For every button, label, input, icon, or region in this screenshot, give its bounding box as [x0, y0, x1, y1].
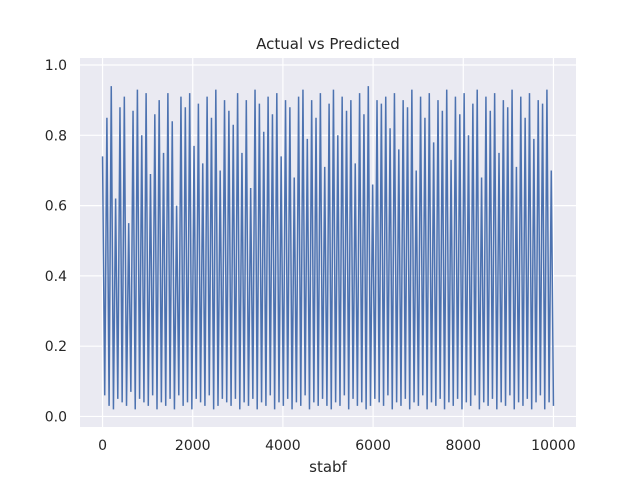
x-tick-label: 6000 — [355, 438, 391, 454]
y-tick-label: 0.8 — [45, 128, 67, 144]
x-axis-label: stabf — [309, 458, 347, 476]
x-axis-ticks: 0 2000 4000 6000 8000 10000 — [98, 438, 576, 454]
y-tick-label: 1.0 — [45, 58, 67, 74]
y-tick-label: 0.6 — [45, 199, 67, 215]
y-axis-ticks: 0.0 0.2 0.4 0.6 0.8 1.0 — [45, 58, 67, 425]
y-tick-label: 0.0 — [45, 409, 67, 425]
x-tick-label: 8000 — [445, 438, 481, 454]
x-tick-label: 10000 — [531, 438, 576, 454]
x-tick-label: 2000 — [175, 438, 211, 454]
x-tick-label: 0 — [98, 438, 107, 454]
series-line — [101, 86, 555, 410]
y-tick-label: 0.4 — [45, 269, 67, 285]
x-tick-label: 4000 — [265, 438, 301, 454]
y-tick-label: 0.2 — [45, 339, 67, 355]
chart-title: Actual vs Predicted — [256, 35, 400, 53]
